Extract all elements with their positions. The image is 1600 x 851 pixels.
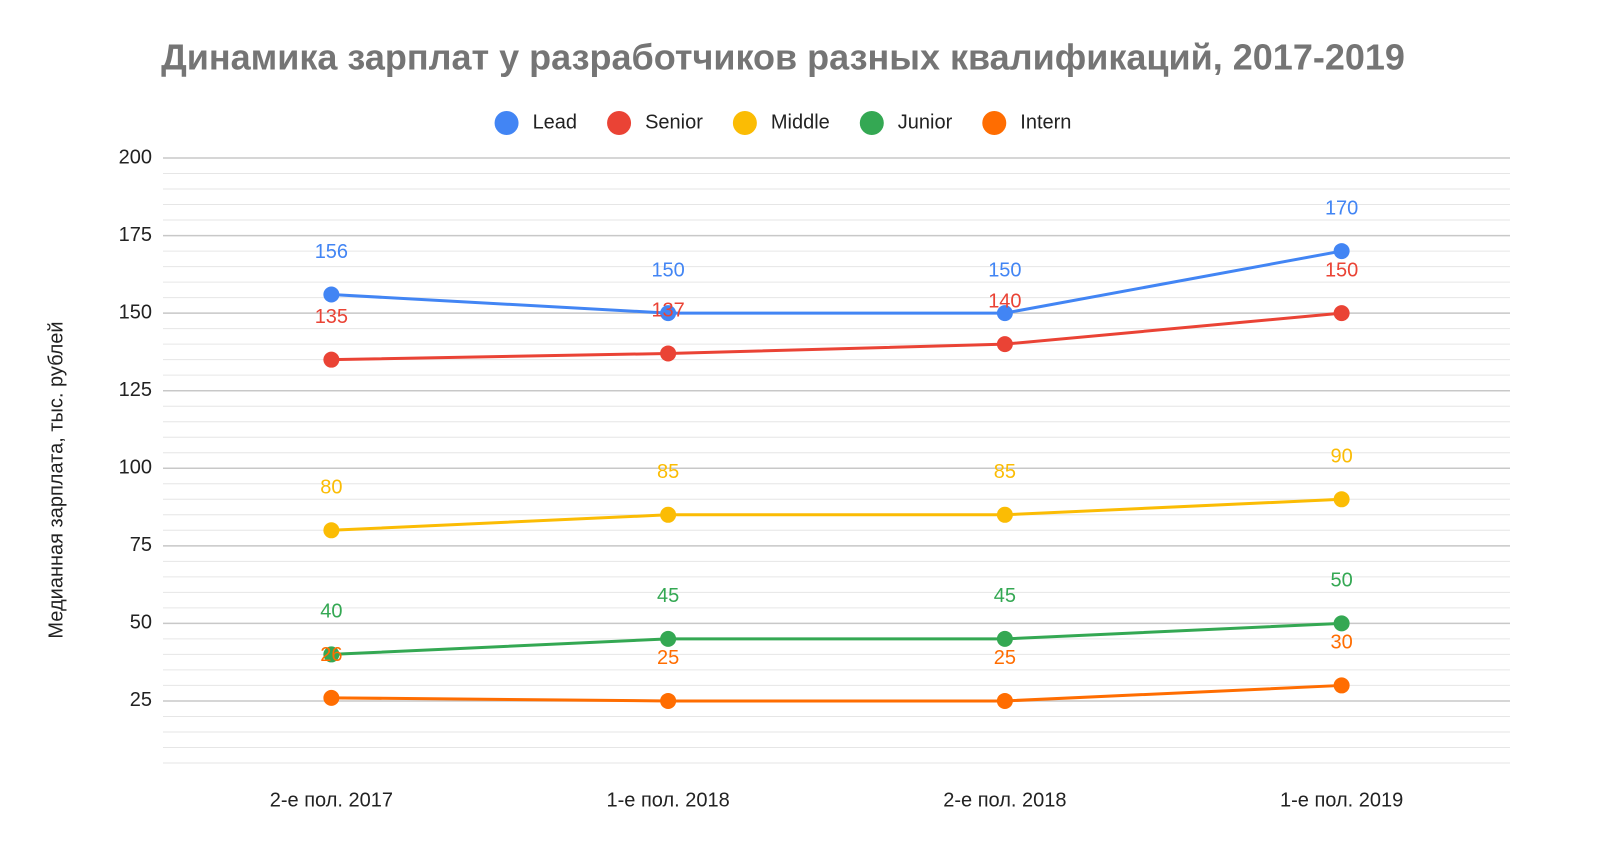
legend-label: Middle bbox=[771, 111, 830, 133]
data-label: 30 bbox=[1331, 632, 1353, 654]
legend-label: Senior bbox=[645, 111, 703, 133]
data-label: 140 bbox=[988, 290, 1021, 312]
x-tick-label: 1-е пол. 2018 bbox=[606, 789, 729, 811]
legend-label: Junior bbox=[898, 111, 953, 133]
data-label: 26 bbox=[320, 644, 342, 666]
data-point bbox=[660, 692, 677, 709]
series-line bbox=[331, 497, 1342, 532]
data-label: 90 bbox=[1331, 446, 1353, 468]
data-label: 85 bbox=[994, 461, 1016, 483]
y-tick-label: 100 bbox=[119, 457, 152, 479]
legend-marker bbox=[494, 111, 519, 135]
data-label: 45 bbox=[657, 585, 679, 607]
legend-marker bbox=[607, 111, 632, 135]
data-label: 150 bbox=[651, 259, 684, 281]
data-label: 45 bbox=[994, 585, 1016, 607]
x-tick-label: 1-е пол. 2019 bbox=[1280, 789, 1403, 811]
data-point bbox=[996, 692, 1013, 709]
data-point bbox=[323, 286, 340, 303]
data-label: 25 bbox=[994, 647, 1016, 669]
data-label: 85 bbox=[657, 461, 679, 483]
y-tick-label: 175 bbox=[119, 224, 152, 246]
data-label: 40 bbox=[320, 601, 342, 623]
data-point bbox=[323, 689, 340, 706]
data-point bbox=[323, 351, 340, 368]
y-tick-label: 75 bbox=[130, 534, 152, 556]
data-point bbox=[660, 305, 677, 322]
y-tick-label: 200 bbox=[119, 146, 152, 168]
legend-marker bbox=[859, 111, 884, 135]
data-label: 137 bbox=[651, 300, 684, 322]
legend: Lead Senior Middle Junior Intern bbox=[494, 111, 1071, 135]
data-point bbox=[660, 345, 677, 362]
data-point bbox=[996, 336, 1013, 353]
data-point bbox=[1333, 243, 1350, 260]
y-tick-label: 150 bbox=[119, 301, 152, 323]
data-label: 170 bbox=[1325, 197, 1358, 219]
series-line bbox=[331, 683, 1342, 703]
data-point bbox=[1333, 491, 1350, 508]
x-tick-label: 2-е пол. 2018 bbox=[943, 789, 1066, 811]
series-line bbox=[331, 311, 1342, 362]
y-tick-label: 25 bbox=[130, 689, 152, 711]
data-label: 150 bbox=[988, 259, 1021, 281]
legend-label: Lead bbox=[533, 111, 578, 133]
data-point bbox=[660, 630, 677, 647]
legend-marker bbox=[732, 111, 757, 135]
legend-marker bbox=[982, 111, 1007, 135]
data-label: 25 bbox=[657, 647, 679, 669]
y-axis-label: Медианная зарплата, тыс. рублей bbox=[45, 321, 67, 638]
data-point bbox=[996, 506, 1013, 523]
data-label: 135 bbox=[315, 306, 348, 328]
x-tick-label: 2-е пол. 2017 bbox=[270, 789, 393, 811]
legend-label: Intern bbox=[1020, 111, 1071, 133]
data-label: 50 bbox=[1331, 570, 1353, 592]
series-line bbox=[331, 249, 1342, 315]
data-point bbox=[1333, 615, 1350, 632]
data-point bbox=[323, 646, 340, 663]
y-tick-label: 125 bbox=[119, 379, 152, 401]
data-point bbox=[1333, 677, 1350, 694]
data-point bbox=[1333, 305, 1350, 322]
data-label: 150 bbox=[1325, 259, 1358, 281]
data-point bbox=[996, 305, 1013, 322]
data-point bbox=[660, 506, 677, 523]
y-tick-label: 50 bbox=[130, 612, 152, 634]
data-label: 156 bbox=[315, 241, 348, 263]
data-label: 80 bbox=[320, 477, 342, 499]
data-point bbox=[996, 630, 1013, 647]
series-line bbox=[331, 621, 1342, 656]
data-point bbox=[323, 522, 340, 539]
chart-title: Динамика зарплат у разработчиков разных … bbox=[161, 37, 1405, 78]
